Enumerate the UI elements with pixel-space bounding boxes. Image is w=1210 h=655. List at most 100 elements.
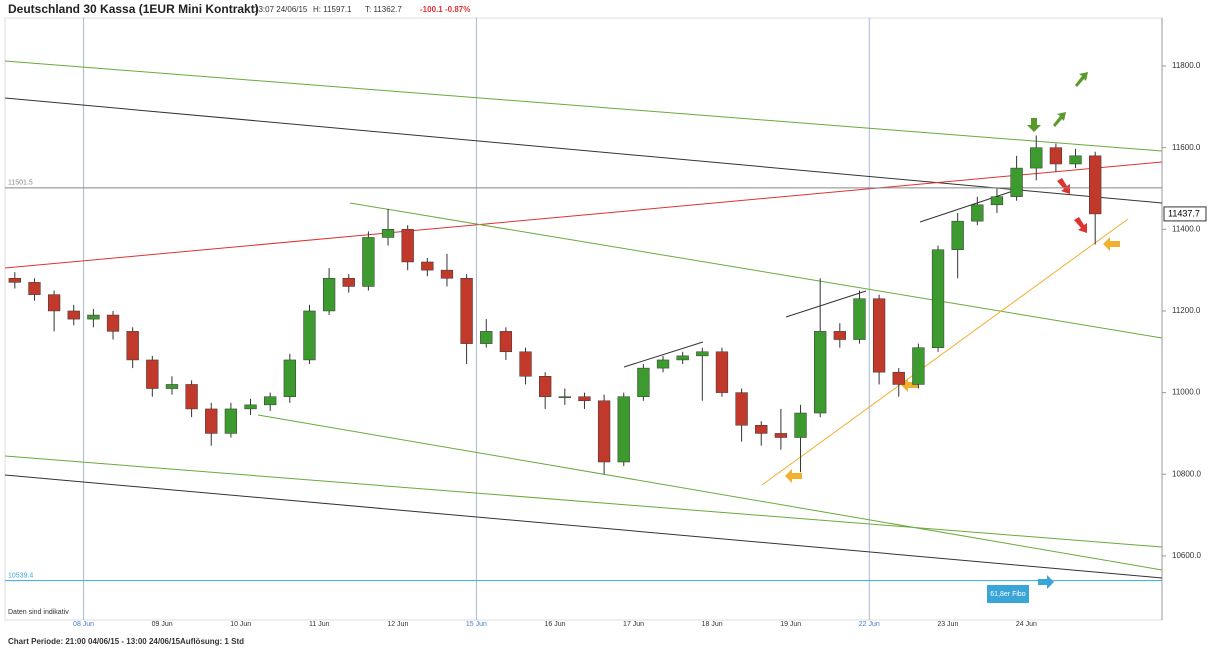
level-label: 11501.5: [8, 180, 33, 187]
candle-body: [146, 359, 159, 389]
trendlines: [4, 60, 1163, 579]
x-tick-label: 16 Jun: [544, 621, 565, 628]
quote-low: T: 11362.7: [365, 5, 402, 14]
candle-body: [28, 282, 41, 295]
arrow: [1075, 72, 1088, 87]
candle-body: [1069, 155, 1082, 165]
trendline: [257, 414, 1163, 571]
candle-body: [460, 278, 473, 344]
candle-body: [421, 261, 434, 271]
candle-body: [814, 331, 827, 414]
y-tick-label: 11600.0: [1172, 143, 1201, 152]
candle-body: [597, 400, 611, 463]
candle-body: [499, 331, 513, 353]
quote-change: -100.1: [420, 5, 443, 14]
y-tick-label: 11400.0: [1172, 224, 1201, 233]
candle-body: [931, 249, 945, 348]
last-price-label: 11437.7: [1168, 208, 1200, 218]
candle-body: [617, 396, 630, 463]
last-price-box: [1163, 206, 1207, 222]
arrow: [785, 469, 802, 483]
arrow: [1103, 237, 1120, 251]
candle-body: [872, 298, 886, 373]
y-tick-label: 11800.0: [1172, 61, 1201, 70]
disclaimer: Daten sind indikativ: [8, 609, 69, 616]
candle-body: [1030, 147, 1043, 169]
candle-body: [715, 351, 729, 393]
period-label: Chart Periode: 21:00 04/06/15 - 13:00 24…: [8, 637, 181, 646]
candle-body: [892, 371, 905, 385]
candle-body: [165, 384, 179, 389]
candle-body: [1049, 147, 1063, 165]
candle-body: [1010, 167, 1023, 197]
candle-body: [224, 408, 238, 434]
trendline: [349, 202, 1163, 339]
candle-body: [303, 310, 316, 361]
x-tick-label: 15 Jun: [466, 621, 487, 628]
candle-body: [322, 278, 336, 312]
trendline: [4, 161, 1163, 269]
arrow: [1057, 178, 1070, 194]
candle-body: [264, 396, 277, 406]
arrows: [785, 72, 1120, 589]
candle-body: [794, 412, 807, 438]
x-tick-label: 19 Jun: [780, 621, 801, 628]
y-tick-label: 10600.0: [1172, 551, 1201, 560]
trendline: [623, 341, 704, 368]
candle-body: [637, 367, 650, 397]
candle-body: [578, 396, 591, 402]
candle-body: [87, 314, 100, 320]
candle-body: [951, 220, 964, 250]
candle-body: [755, 425, 768, 434]
candle-body: [558, 396, 571, 398]
resolution-label: Auflösung: 1 Std: [180, 637, 244, 646]
candle-body: [401, 229, 414, 263]
annotation: 61,8er Fibo: [990, 591, 1026, 598]
candle-body: [774, 433, 788, 438]
candle-body: [67, 310, 80, 320]
y-tick-label: 11200.0: [1172, 306, 1201, 315]
x-tick-label: 09 Jun: [152, 621, 173, 628]
candle-body: [1089, 155, 1102, 215]
level-label: 10539.4: [8, 572, 33, 579]
candle-body: [342, 278, 355, 287]
x-tick-label: 23 Jun: [937, 621, 958, 628]
candle-body: [106, 314, 120, 332]
candle-body: [185, 384, 198, 410]
trendline: [4, 455, 1163, 548]
quote-high: H: 11597.1: [313, 5, 352, 14]
candle-body: [735, 392, 748, 426]
candle-body: [244, 404, 257, 410]
arrow: [901, 378, 918, 392]
x-tick-label: 17 Jun: [623, 621, 644, 628]
arrow: [1027, 118, 1041, 132]
x-tick-label: 11 Jun: [309, 621, 330, 628]
x-tick-label: 08 Jun: [73, 621, 94, 628]
candle-body: [676, 355, 689, 361]
candle-body: [381, 229, 395, 238]
candle-body: [912, 347, 925, 385]
candle-body: [990, 196, 1004, 206]
candle-body: [480, 331, 493, 344]
plot-area: [4, 17, 1163, 621]
trendline: [919, 187, 1023, 223]
candle-body: [853, 298, 866, 340]
x-tick-label: 24 Jun: [1016, 621, 1037, 628]
candle-body: [696, 351, 709, 357]
trendline: [761, 218, 1129, 486]
candle-body: [539, 376, 552, 397]
x-tick-label: 10 Jun: [230, 621, 251, 628]
quote-change-pct: -0.87%: [445, 5, 470, 14]
x-tick-label: 18 Jun: [702, 621, 723, 628]
quote-time: 13:07 24/06/15: [254, 5, 308, 14]
trendline: [785, 290, 867, 318]
y-tick-label: 11000.0: [1172, 388, 1201, 397]
candle-body: [362, 237, 375, 287]
arrow: [1053, 112, 1066, 127]
candle-body: [971, 204, 984, 222]
arrow: [1038, 575, 1054, 589]
trendline: [4, 97, 1163, 204]
candle-body: [833, 331, 846, 340]
annotation-box: [987, 585, 1029, 603]
